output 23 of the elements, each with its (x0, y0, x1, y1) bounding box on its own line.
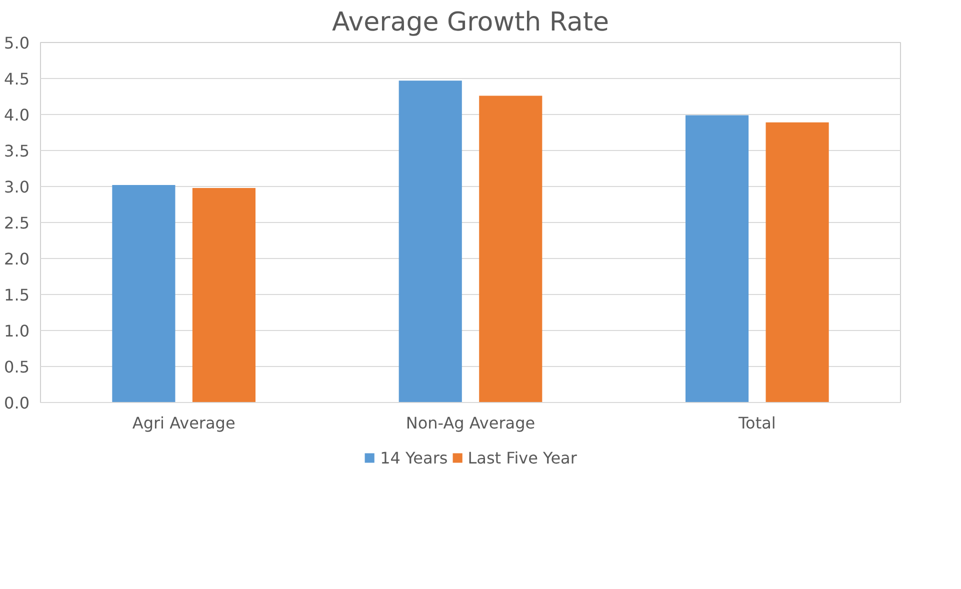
y-tick-label: 1.0 (4, 322, 30, 340)
bar (766, 122, 829, 402)
y-tick-label: 2.0 (4, 250, 30, 268)
y-tick-label: 4.0 (4, 106, 30, 124)
y-tick-label: 0.0 (4, 394, 30, 412)
x-tick-label: Agri Average (132, 414, 236, 432)
y-tick-label: 0.5 (4, 358, 30, 376)
bar (686, 115, 749, 402)
y-tick-label: 1.5 (4, 286, 30, 304)
legend-label: Last Five Year (468, 448, 577, 467)
bar (479, 96, 542, 402)
y-tick-label: 2.5 (4, 214, 30, 232)
y-tick-label: 3.0 (4, 178, 30, 196)
x-tick-label: Non-Ag Average (406, 414, 536, 432)
y-tick-label: 3.5 (4, 142, 30, 160)
y-tick-label: 4.5 (4, 70, 30, 88)
chart-title: Average Growth Rate (332, 8, 610, 38)
bar (112, 185, 176, 402)
bar (192, 188, 256, 402)
bar (398, 80, 462, 402)
x-tick-label: Total (737, 414, 776, 432)
y-tick-label: 5.0 (4, 34, 30, 52)
legend-label: 14 Years (380, 448, 448, 467)
